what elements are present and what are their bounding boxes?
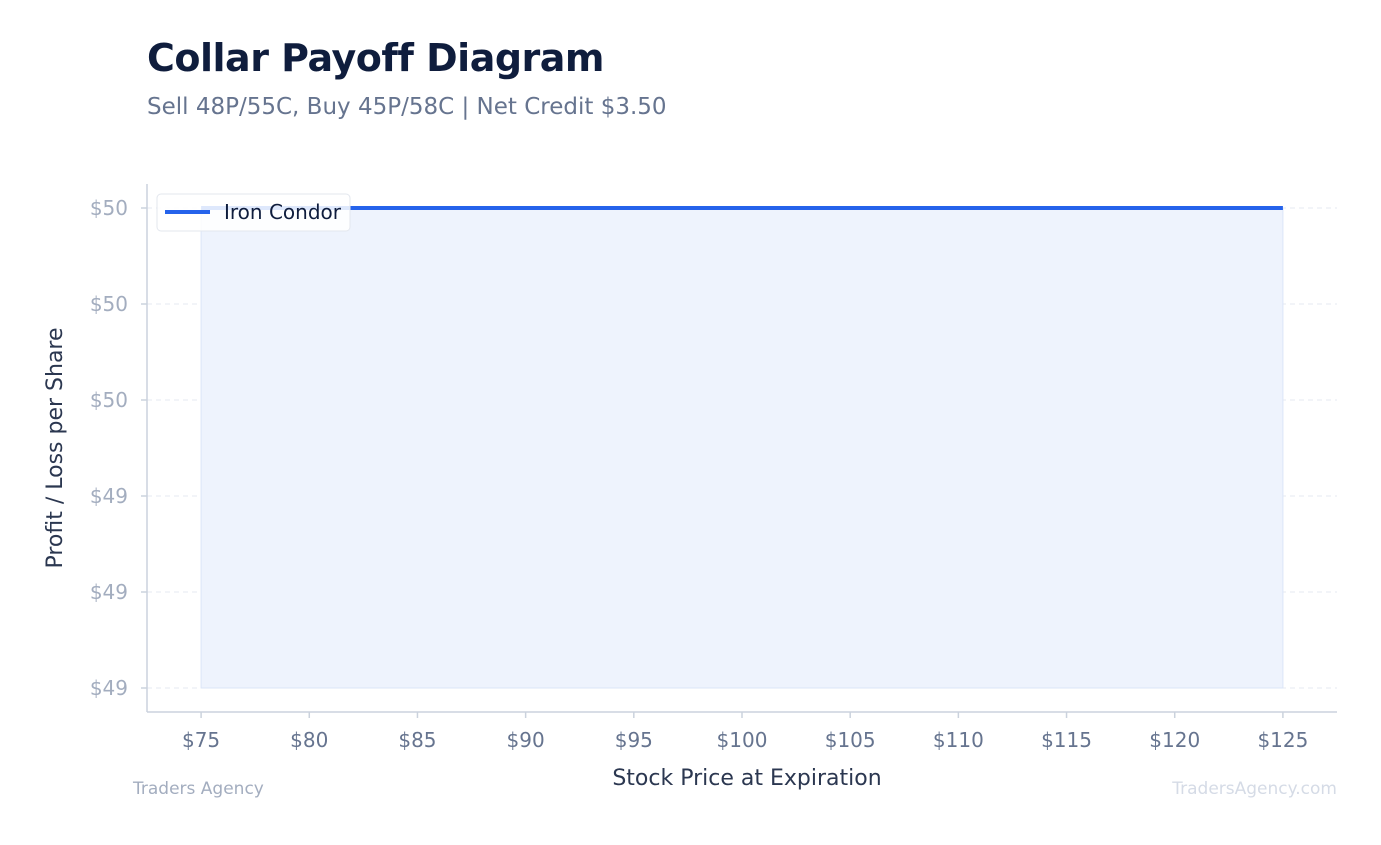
y-axis-ticks: $49 $49 $49 $50 $50 $50 (90, 196, 147, 700)
y-axis-label: Profit / Loss per Share (43, 327, 68, 568)
chart-legend: Iron Condor (156, 193, 351, 232)
x-tick-label-6: $105 (825, 728, 876, 752)
x-tick-label-1: $80 (290, 728, 328, 752)
x-tick-label-10: $125 (1257, 728, 1308, 752)
x-axis-label: Stock Price at Expiration (612, 766, 881, 791)
x-tick-label-0: $75 (182, 728, 220, 752)
footer-brand: Traders Agency (133, 779, 264, 799)
y-tick-label-1: $49 (90, 580, 128, 604)
x-tick-label-3: $90 (507, 728, 545, 752)
y-tick-label-5: $50 (90, 196, 128, 220)
payoff-area-fill (200, 207, 1284, 689)
footer-website: TradersAgency.com (1172, 779, 1337, 799)
chart-title: Collar Payoff Diagram (147, 36, 605, 80)
y-tick-label-4: $50 (90, 292, 128, 316)
x-tick-label-9: $120 (1149, 728, 1200, 752)
x-axis-ticks: $75 $80 $85 $90 $95 $100 $105 $110 $115 $120 $125 (182, 712, 1308, 752)
x-tick-label-4: $95 (615, 728, 653, 752)
legend-label-iron-condor: Iron Condor (224, 200, 342, 224)
x-tick-label-8: $115 (1041, 728, 1092, 752)
chart-subtitle: Sell 48P/55C, Buy 45P/58C | Net Credit $… (147, 94, 667, 120)
y-tick-label-0: $49 (90, 676, 128, 700)
y-tick-label-2: $49 (90, 484, 128, 508)
x-tick-label-2: $85 (398, 728, 436, 752)
x-tick-label-5: $100 (717, 728, 768, 752)
legend-box (156, 193, 351, 232)
x-tick-label-7: $110 (933, 728, 984, 752)
y-tick-label-3: $50 (90, 388, 128, 412)
